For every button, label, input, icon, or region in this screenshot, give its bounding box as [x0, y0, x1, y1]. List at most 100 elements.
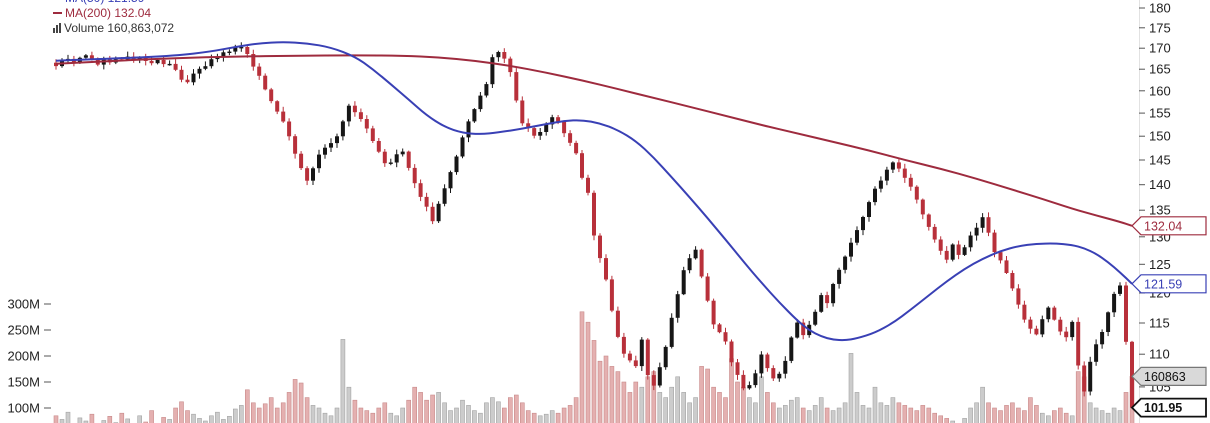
- volume-bar: [621, 381, 627, 423]
- candle-body: [245, 47, 250, 54]
- candle-body: [520, 100, 525, 124]
- volume-bar: [191, 413, 196, 423]
- candle-body: [992, 232, 997, 253]
- volume-bar: [364, 410, 370, 423]
- candle-body: [711, 300, 716, 325]
- volume-bar: [59, 419, 65, 423]
- candle-body: [562, 121, 567, 134]
- candle-body: [621, 336, 626, 354]
- volume-bar: [280, 402, 286, 423]
- candle-body: [305, 168, 310, 181]
- volume-bar: [567, 405, 573, 423]
- volume-bar: [531, 412, 537, 423]
- volume-bar: [472, 410, 477, 423]
- price-axis-label: 165: [1149, 62, 1171, 77]
- volume-bar: [394, 415, 400, 423]
- volume-bar: [513, 394, 519, 423]
- volume-bar: [579, 311, 585, 423]
- volume-bar: [418, 392, 423, 423]
- price-axis-label: 135: [1149, 203, 1171, 218]
- volume-bar: [286, 392, 292, 423]
- candle-body: [251, 54, 256, 67]
- volume-bar: [747, 397, 752, 423]
- candle-body: [669, 317, 674, 347]
- volume-bar: [382, 402, 388, 423]
- volume-bar: [388, 412, 394, 423]
- volume-bar: [328, 415, 334, 423]
- candle-body: [1076, 321, 1081, 366]
- volume-bar: [101, 420, 107, 423]
- volume-bar: [770, 402, 776, 423]
- volume-bar: [460, 399, 465, 423]
- candle-body: [890, 162, 895, 170]
- volume-bar: [1087, 402, 1093, 423]
- candle-body: [1058, 319, 1063, 332]
- candle-body: [1082, 365, 1087, 392]
- candle-body: [568, 133, 573, 143]
- candle-body: [789, 337, 794, 361]
- candle-body: [944, 250, 949, 260]
- volume-bar: [322, 412, 328, 423]
- candle-body: [651, 375, 656, 386]
- volume-bar: [950, 420, 956, 423]
- volume-bar: [1040, 412, 1045, 423]
- volume-bar: [998, 410, 1003, 423]
- legend-ma200-swatch: [53, 12, 62, 14]
- volume-bar: [352, 399, 358, 423]
- candle-body: [1052, 307, 1057, 320]
- volume-bar: [842, 402, 848, 423]
- candle-body: [681, 270, 686, 295]
- candle-body: [556, 117, 561, 122]
- candle-body: [257, 66, 262, 76]
- volume-bar: [256, 407, 262, 423]
- volume-bar: [424, 399, 429, 423]
- candle-body: [215, 57, 220, 60]
- volume-bar: [1105, 412, 1111, 423]
- candle-body: [54, 62, 58, 67]
- candle-body: [932, 226, 937, 240]
- volume-bar: [478, 412, 483, 423]
- candle-body: [538, 132, 543, 136]
- candle-body: [1034, 328, 1039, 335]
- candle-body: [317, 154, 321, 169]
- legend-volume: Volume 160,863,072: [53, 21, 174, 36]
- volume-bar: [669, 386, 675, 423]
- candle-body: [1112, 293, 1117, 313]
- axis-tag-121.59: 121.59: [1131, 274, 1207, 294]
- candle-body: [1070, 321, 1075, 338]
- legend-ma200-label: MA(200) 132.04: [65, 6, 152, 20]
- candle-body: [627, 353, 632, 361]
- candle-body: [1118, 285, 1122, 294]
- candle-body: [179, 69, 184, 80]
- candle-body: [490, 57, 495, 85]
- legend-ma50: MA(50) 121.59: [53, 0, 174, 6]
- candle-body: [89, 55, 94, 60]
- candle-body: [281, 111, 286, 122]
- candle-body: [424, 196, 429, 207]
- candle-body: [335, 136, 339, 144]
- candle-body: [376, 141, 381, 152]
- price-axis-label: 150: [1149, 129, 1171, 144]
- candle-body: [759, 354, 764, 374]
- candle-body: [675, 294, 680, 318]
- candle-body: [370, 128, 375, 141]
- volume-bar: [639, 386, 645, 423]
- volume-bar: [914, 410, 920, 423]
- volume-bar: [233, 408, 238, 423]
- candle-body: [418, 183, 423, 197]
- price-axis-label: 145: [1149, 153, 1171, 168]
- volume-bar: [759, 376, 764, 423]
- volume-bar: [848, 353, 854, 423]
- volume-bar: [986, 402, 991, 423]
- volume-bar: [543, 413, 549, 423]
- candle-body: [777, 373, 782, 379]
- candle-body: [382, 151, 387, 164]
- volume-bar: [430, 394, 435, 423]
- candle-body: [1046, 307, 1051, 320]
- volume-bar: [645, 376, 651, 423]
- candle-body: [1106, 312, 1111, 332]
- candle-body: [484, 84, 489, 96]
- volume-bar: [274, 407, 280, 423]
